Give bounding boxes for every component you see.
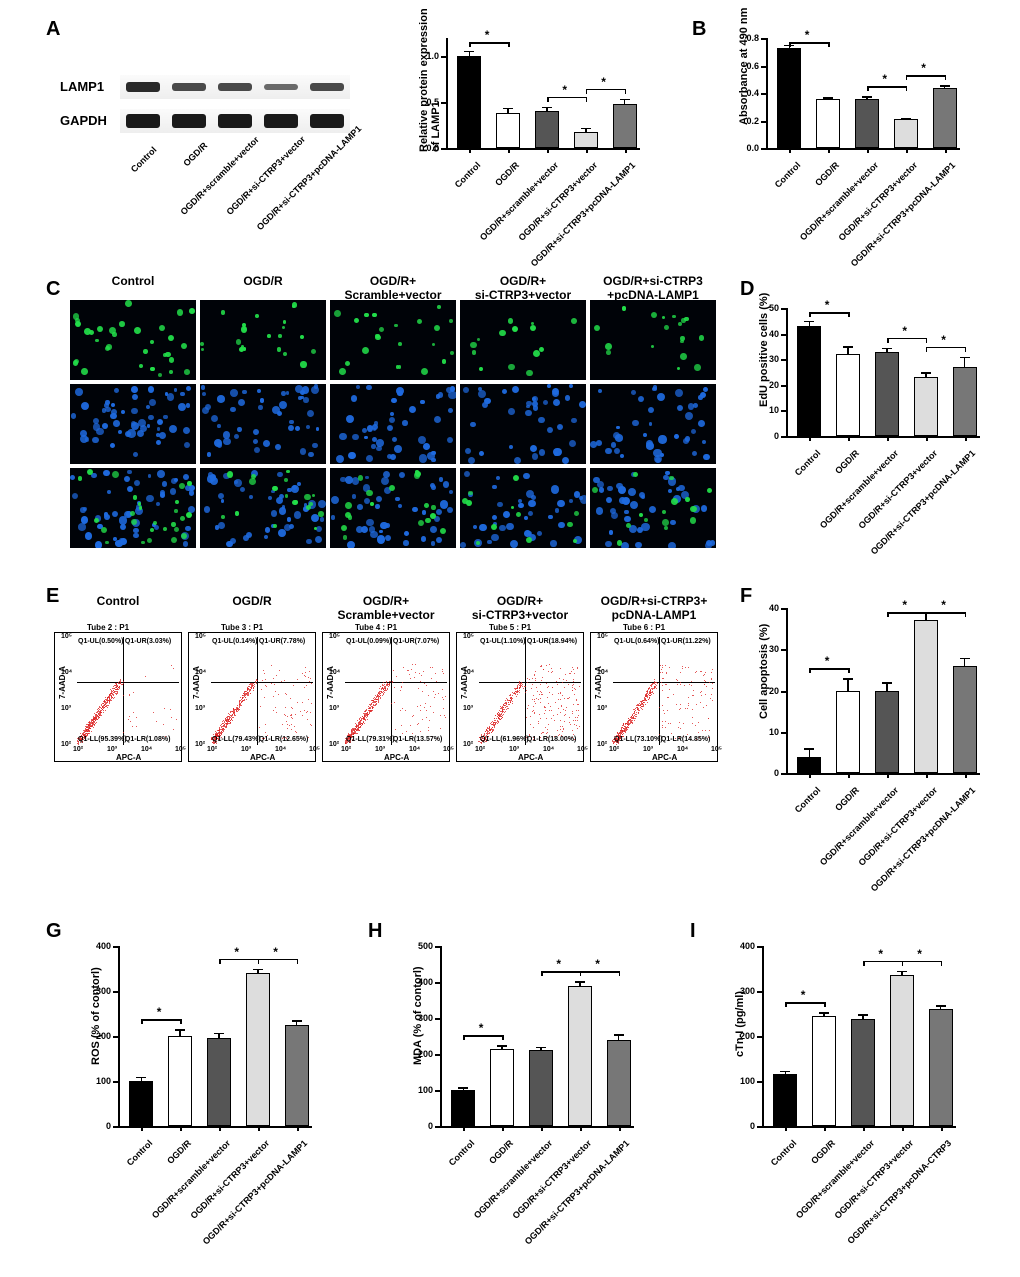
chart-G: 0100200300400ROS (% of contorl)ControlOG…	[72, 938, 332, 1238]
flow-panel: Tube 2 : P1Q1-UL(0.50%)Q1-UR(3.03%)Q1-LL…	[54, 632, 182, 762]
edu-cell	[70, 468, 196, 548]
edu-cell	[330, 300, 456, 380]
edu-cell	[70, 384, 196, 464]
panel-G-label: G	[46, 920, 62, 943]
edu-cell	[590, 300, 716, 380]
flow-panel: Tube 5 : P1Q1-UL(1.10%)Q1-UR(18.94%)Q1-L…	[456, 632, 584, 762]
edu-cell	[590, 468, 716, 548]
chart-I: 0100200300400cTn-I (pg/ml)ControlOGD/ROG…	[716, 938, 976, 1238]
flow-panel: Tube 6 : P1Q1-UL(0.64%)Q1-UR(11.22%)Q1-L…	[590, 632, 718, 762]
wb-lamp1-row	[120, 75, 350, 99]
chart-D: 01020304050EdU positive cells (%)Control…	[740, 300, 1000, 548]
panel-B-label: B	[692, 18, 706, 41]
edu-cell	[330, 384, 456, 464]
edu-cell	[460, 384, 586, 464]
wb-lamp1-label: LAMP1	[60, 79, 104, 94]
edu-cell	[200, 300, 326, 380]
edu-cell	[330, 468, 456, 548]
edu-cell	[200, 468, 326, 548]
chart-A: 0.00.51.0Relative protein expressionof L…	[400, 30, 660, 260]
panel-H-label: H	[368, 920, 382, 943]
edu-cell	[200, 384, 326, 464]
flow-panel: Tube 4 : P1Q1-UL(0.09%)Q1-UR(7.07%)Q1-LL…	[322, 632, 450, 762]
edu-cell	[590, 384, 716, 464]
wb-gapdh-row	[120, 109, 350, 133]
wb-lane-labels: ControlOGD/ROGD/R+scramble+vectorOGD/R+s…	[120, 138, 350, 268]
edu-cell	[70, 300, 196, 380]
chart-B: 0.00.20.40.60.8Absorbance at 490 nmContr…	[720, 30, 980, 260]
panel-D-label: D	[740, 278, 754, 301]
wb-gapdh-label: GAPDH	[60, 113, 107, 128]
panel-A-label: A	[46, 18, 60, 41]
panel-C-label: C	[46, 278, 60, 301]
edu-cell	[460, 468, 586, 548]
panel-I-label: I	[690, 920, 696, 943]
edu-cell	[460, 300, 586, 380]
flow-panel: Tube 3 : P1Q1-UL(0.14%)Q1-UR(7.78%)Q1-LL…	[188, 632, 316, 762]
chart-F: 010203040Cell apoptosis (%)ControlOGD/RO…	[740, 600, 1000, 885]
chart-H: 0100200300400500MDA (% of contorl)Contro…	[394, 938, 654, 1238]
